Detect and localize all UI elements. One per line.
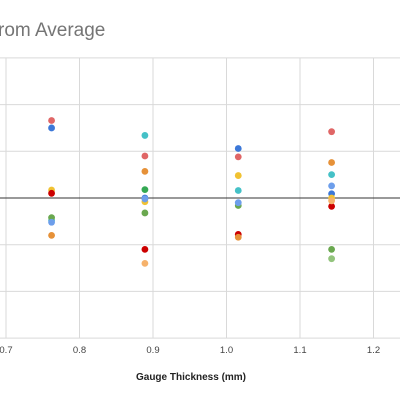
chart-title: rom Average (0, 20, 105, 41)
x-tick-label: 0.8 (73, 345, 86, 356)
data-point (328, 197, 336, 205)
data-point (141, 132, 149, 139)
data-point (48, 214, 55, 222)
data-point (234, 172, 242, 179)
data-points (48, 117, 336, 267)
data-point (328, 171, 336, 179)
data-point (234, 199, 242, 207)
data-point (141, 195, 149, 203)
data-point (48, 117, 55, 124)
x-axis-title: Gauge Thickness (mm) (136, 372, 246, 383)
data-point (328, 245, 336, 253)
data-point (141, 209, 149, 217)
data-point (48, 218, 55, 226)
data-point (328, 128, 336, 136)
data-point (141, 186, 149, 193)
data-point (328, 203, 336, 210)
data-point (48, 231, 55, 239)
data-point (328, 182, 336, 190)
data-point (141, 259, 149, 267)
data-point (234, 145, 242, 152)
data-point (234, 153, 242, 161)
data-point (141, 245, 149, 253)
x-tick-label: 1.0 (220, 345, 233, 356)
data-point (234, 187, 242, 194)
x-tick-label: 0.7 (0, 345, 13, 356)
data-point (234, 233, 242, 241)
data-point (328, 159, 336, 166)
x-tick-label: 1.1 (293, 345, 306, 356)
x-tick-labels: 0.7 0.8 0.9 1.0 1.1 1.2 (0, 345, 380, 356)
data-point (48, 189, 55, 197)
data-point (328, 255, 336, 263)
x-tick-label: 0.9 (146, 345, 159, 356)
data-point (48, 124, 55, 132)
data-point (141, 152, 149, 160)
x-tick-label: 1.2 (367, 345, 380, 356)
data-point (141, 167, 149, 175)
